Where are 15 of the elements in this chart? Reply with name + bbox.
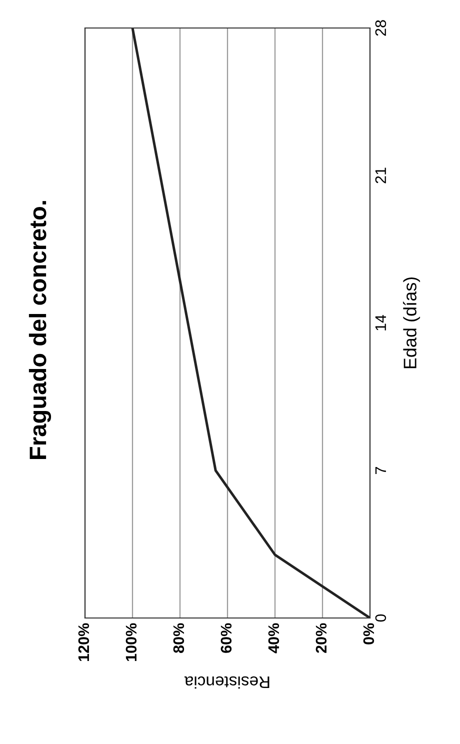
x-tick-label: 20%: [316, 623, 327, 653]
y-axis-title: Edad (días): [402, 277, 420, 368]
x-tick-label: 100%: [126, 623, 137, 661]
y-tick-label: 14: [375, 314, 386, 330]
x-tick-label: 80%: [173, 623, 184, 653]
y-tick-label: 28: [375, 20, 386, 36]
y-tick-label: 0: [375, 614, 386, 622]
y-tick-label: 21: [375, 168, 386, 184]
y-tick-label: 7: [375, 467, 386, 474]
text: Fraguado del concreto.: [28, 201, 52, 459]
x-tick-label: 60%: [220, 623, 232, 653]
x-axis-title: Resistencia: [184, 676, 270, 689]
x-tick-label: 0%: [363, 623, 374, 644]
x-tick-label: 120%: [78, 623, 90, 661]
x-tick-label: 40%: [268, 623, 280, 654]
